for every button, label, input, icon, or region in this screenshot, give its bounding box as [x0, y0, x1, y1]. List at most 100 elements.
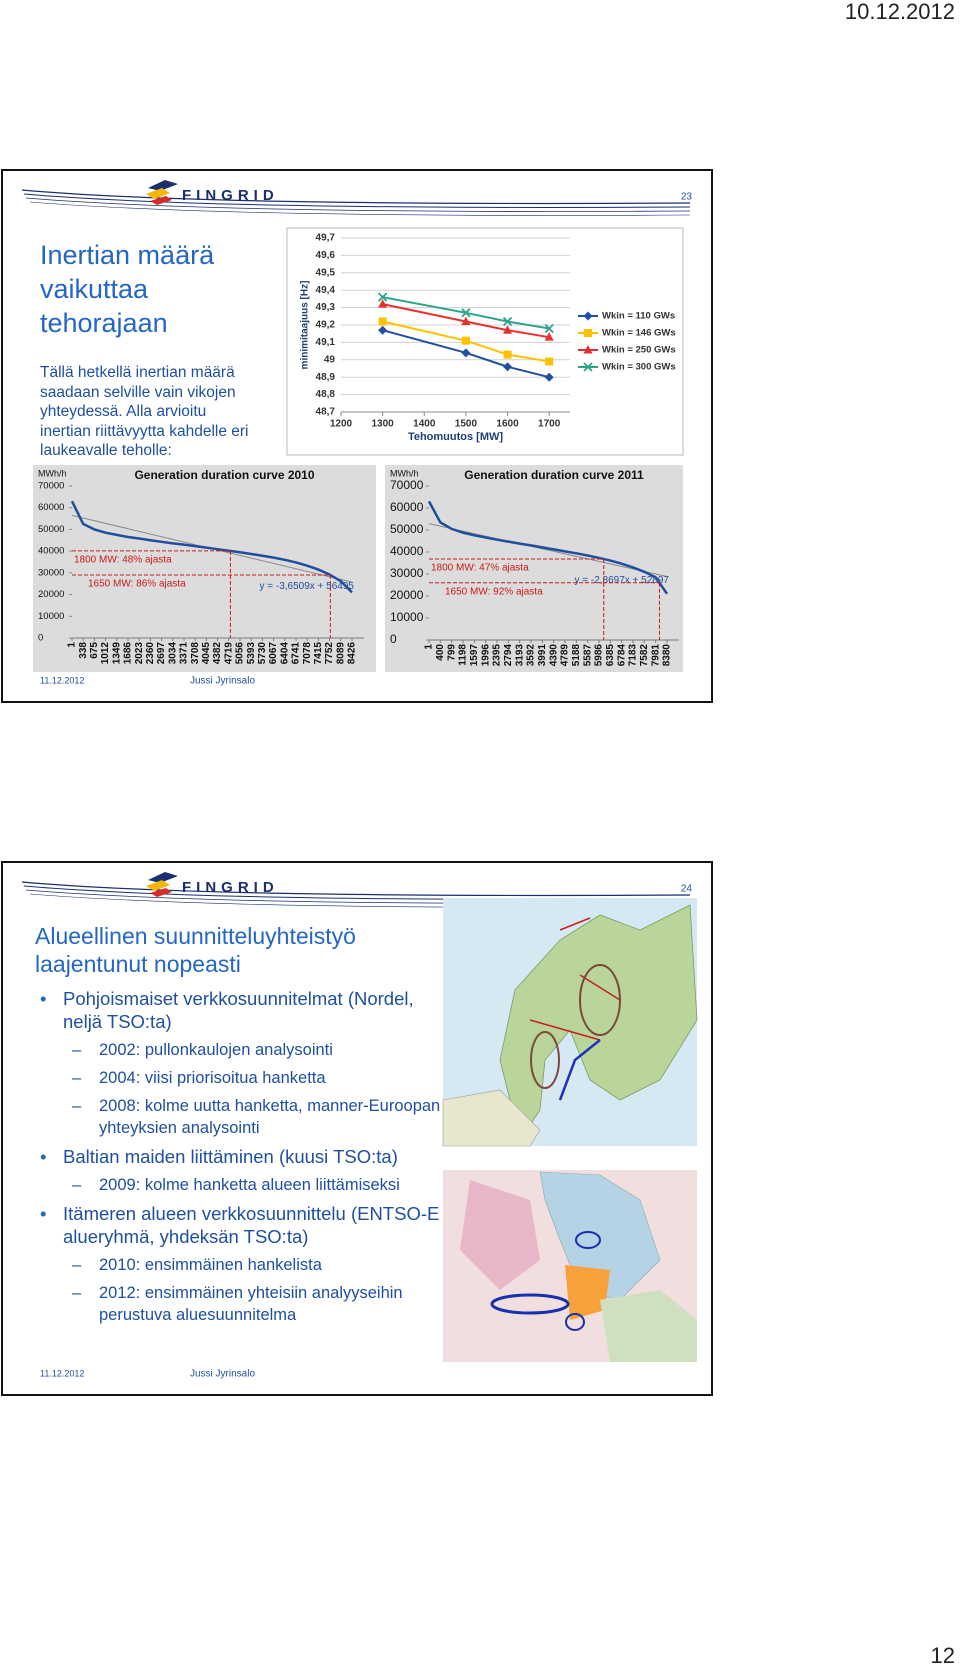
- x-tick-label: 1700: [538, 419, 561, 430]
- x-tick-label: 5188: [571, 644, 582, 667]
- footer-author: Jussi Jyrinsalo: [190, 676, 255, 687]
- x-tick-label: 8426: [347, 642, 358, 665]
- x-tick-label: 1349: [111, 642, 122, 665]
- legend-label: Wkin = 300 GWs: [602, 362, 676, 373]
- x-tick-label: 6404: [279, 642, 290, 665]
- y-tick-label: 48,7: [316, 407, 336, 418]
- logo-text: FINGRID: [182, 187, 279, 204]
- marker: [583, 345, 593, 354]
- x-tick-label: 4045: [201, 642, 212, 665]
- duration-curve: [427, 500, 669, 595]
- y-tick-label: 49: [324, 354, 336, 365]
- marker: [461, 336, 470, 345]
- y-tick-label: 50000: [38, 524, 64, 535]
- annotation: 1800 MW: 48% ajasta: [74, 555, 172, 566]
- marker: [584, 329, 592, 337]
- bullet: Itämeren alueen verkkosuunnittelu (ENTSO…: [36, 1202, 446, 1248]
- marker: [583, 362, 593, 372]
- y-tick-label: 49,5: [316, 267, 336, 278]
- marker: [503, 350, 512, 359]
- marker: [461, 348, 471, 358]
- y-tick-label: 48,8: [316, 389, 336, 400]
- y-axis-label: MWh/h: [38, 468, 67, 478]
- x-tick-label: 400: [435, 644, 446, 661]
- bullet: 2008: kolme uutta hanketta, manner-Euroo…: [36, 1095, 446, 1139]
- bullet: 2010: ensimmäinen hankelista: [36, 1254, 446, 1276]
- footer-author: Jussi Jyrinsalo: [190, 1369, 255, 1380]
- x-tick-label: 1600: [496, 419, 519, 430]
- x-tick-label: 7415: [313, 642, 324, 665]
- y-tick-label: 60000: [38, 502, 64, 513]
- y-tick-label: 49,4: [316, 285, 336, 296]
- x-tick-label: 2023: [134, 642, 145, 665]
- footer-date: 11.12.2012: [40, 675, 84, 685]
- x-tick-label: 2697: [156, 642, 167, 665]
- y-tick-label: 48,9: [316, 372, 336, 383]
- x-tick-label: 3991: [537, 644, 548, 667]
- marker: [461, 316, 471, 326]
- y-tick-label: 10000: [390, 610, 424, 624]
- chart-frame: [286, 227, 684, 456]
- y-tick-label: 49,3: [316, 302, 336, 313]
- x-tick-label: 799: [446, 644, 457, 661]
- x-tick-label: 6385: [605, 644, 616, 667]
- x-tick-label: 7582: [639, 644, 650, 667]
- y-tick-label: 70000: [390, 478, 424, 492]
- footer-date: 11.12.2012: [40, 1368, 84, 1378]
- legend-label: Wkin = 146 GWs: [602, 328, 676, 339]
- series-line: [382, 320, 550, 363]
- x-tick-label: 1400: [413, 419, 436, 430]
- x-tick-label: 6067: [268, 642, 279, 665]
- y-axis-label: minimitaajuus [Hz]: [300, 281, 311, 370]
- x-tick-label: 4382: [212, 642, 223, 665]
- x-tick-label: 2360: [145, 642, 156, 665]
- duration-curve: [70, 500, 353, 594]
- x-tick-label: 338: [78, 642, 89, 659]
- page-date: 10.12.2012: [845, 0, 955, 24]
- x-tick-label: 1198: [458, 644, 469, 666]
- x-tick-label: 8089: [335, 642, 346, 665]
- y-tick-label: 40000: [38, 546, 64, 557]
- y-tick-label: 49,1: [316, 337, 336, 348]
- x-tick-label: 7981: [650, 644, 661, 667]
- y-tick-label: 30000: [38, 567, 64, 578]
- marker: [544, 372, 554, 382]
- annotation: 1650 MW: 86% ajasta: [88, 579, 186, 590]
- marker: [583, 311, 593, 321]
- map-image: [443, 1170, 697, 1362]
- y-tick-label: 30000: [390, 566, 424, 580]
- y-tick-label: 49,7: [316, 233, 336, 244]
- x-tick-label: 4390: [548, 644, 559, 667]
- marker: [378, 325, 388, 335]
- bullet: 2002: pullonkaulojen analysointi: [36, 1039, 446, 1061]
- slide-number: 24: [681, 884, 693, 895]
- y-tick-label: 20000: [390, 588, 424, 602]
- series-line: [382, 329, 550, 379]
- x-tick-label: 675: [89, 642, 100, 659]
- x-tick-label: 6741: [291, 642, 302, 665]
- y-tick-label: 0: [390, 632, 397, 646]
- logo: FINGRID: [21, 180, 691, 216]
- map-image: [442, 898, 698, 1147]
- x-tick-label: 3592: [526, 644, 537, 667]
- chart-background: [33, 465, 376, 672]
- marker: [377, 292, 388, 302]
- x-tick-label: 5393: [246, 642, 257, 665]
- x-tick-label: 4789: [560, 644, 571, 667]
- legend-label: Wkin = 250 GWs: [602, 345, 676, 356]
- marker: [545, 357, 554, 366]
- marker: [378, 317, 387, 326]
- series-line: [382, 303, 550, 339]
- x-tick-label: 7752: [324, 642, 335, 665]
- y-tick-label: 60000: [390, 500, 424, 514]
- x-tick-label: 8380: [662, 644, 673, 667]
- x-tick-label: 1686: [123, 642, 134, 665]
- marker: [544, 332, 554, 341]
- x-tick-label: 1500: [455, 419, 478, 430]
- bullet: 2009: kolme hanketta alueen liittämiseks…: [36, 1174, 446, 1196]
- y-tick-label: 0: [38, 633, 43, 644]
- x-tick-label: 4719: [223, 642, 234, 665]
- y-tick-label: 70000: [38, 481, 64, 492]
- x-tick-label: 7078: [302, 642, 313, 665]
